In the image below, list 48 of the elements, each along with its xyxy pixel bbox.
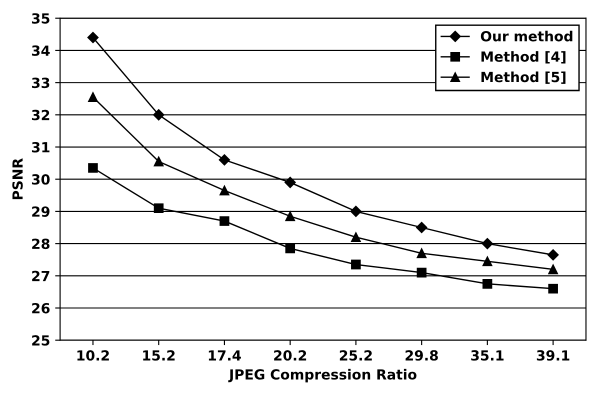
x-tick-label: 29.8 [406, 350, 438, 361]
y-tick-label: 33 [32, 78, 50, 88]
legend-label: Method [5] [481, 72, 566, 84]
y-tick-label: 35 [32, 13, 50, 24]
point [284, 176, 296, 188]
x-tick-label: 20.2 [274, 350, 306, 361]
x-tick-label: 10.2 [77, 350, 109, 361]
point [482, 238, 493, 250]
y-tick-label: 32 [32, 110, 50, 120]
point [416, 268, 426, 278]
point [153, 109, 164, 120]
y-tick-label: 27 [32, 270, 50, 282]
point [285, 211, 296, 222]
point [482, 256, 492, 266]
x-tick-label: 15.2 [143, 350, 175, 361]
y-tick-label: 34 [32, 45, 50, 56]
point [548, 264, 558, 274]
y-tick-label: 29 [32, 206, 50, 217]
point [220, 216, 230, 226]
point [154, 156, 164, 166]
point [350, 206, 362, 218]
y-tick-label: 28 [32, 238, 50, 250]
point [416, 222, 428, 234]
x-tick-label: 35.1 [471, 350, 504, 361]
point [351, 260, 361, 270]
x-tick-label: 25.2 [340, 350, 372, 361]
y-tick-label: 30 [32, 174, 50, 185]
legend-label: Our method [480, 30, 572, 42]
point [548, 249, 559, 260]
point [482, 278, 492, 289]
point [285, 244, 296, 254]
y-tick-label: 31 [32, 142, 50, 152]
point [351, 232, 361, 242]
point [220, 186, 230, 196]
y-axis-title: PSNR [12, 158, 23, 200]
point [416, 248, 426, 258]
point [88, 163, 98, 173]
point [87, 32, 99, 44]
x-tick-label: 39.1 [536, 350, 570, 361]
x-tick-label: 17.4 [208, 350, 241, 360]
legend-label: Method [4] [481, 51, 566, 64]
point [218, 154, 230, 166]
x-axis-title: JPEG Compression Ratio [228, 368, 416, 382]
point [548, 284, 558, 294]
point [88, 92, 98, 102]
point [154, 203, 164, 214]
y-tick-label: 26 [32, 302, 50, 314]
y-tick-label: 25 [32, 335, 50, 346]
